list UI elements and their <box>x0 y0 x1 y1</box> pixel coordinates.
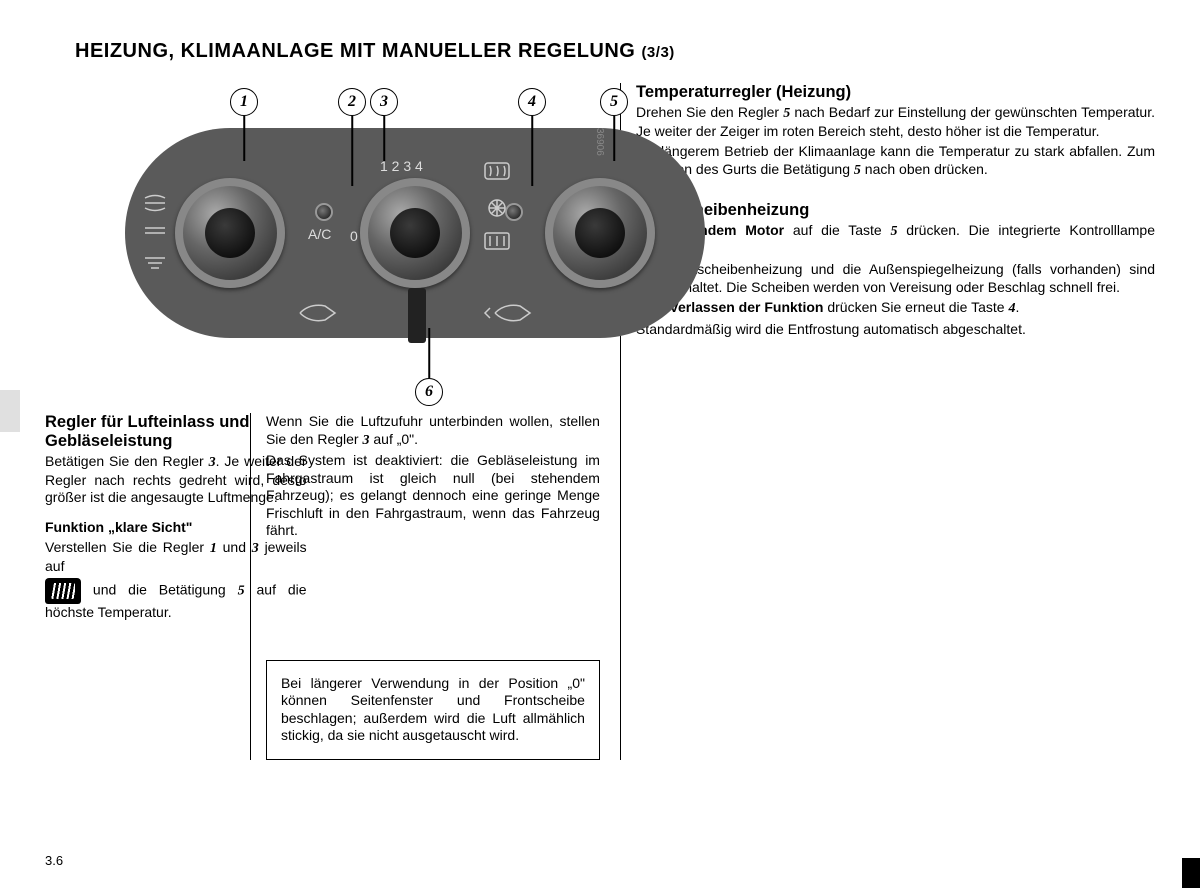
callout-2: 2 <box>338 88 366 116</box>
warning-note-box: Bei längerer Verwendung in der Position … <box>266 660 600 760</box>
defrost-icons <box>480 158 520 228</box>
corner-tab <box>1182 858 1200 888</box>
right-para-4: Die Heckscheibenheizung und die Außenspi… <box>636 261 1155 296</box>
right-column: Temperaturregler (Heizung) Drehen Sie de… <box>620 83 1155 760</box>
right-para-2: Bei längerem Betrieb der Klimaanlage kan… <box>636 143 1155 179</box>
mid-para-2: Das System ist deaktiviert: die Gebläsel… <box>266 452 600 540</box>
mid-para-1: Wenn Sie die Luftzufuhr unterbinden woll… <box>266 413 600 449</box>
air-distribution-knob <box>175 178 285 288</box>
right-para-5: Zum Verlassen der Funktion drücken Sie e… <box>636 299 1155 318</box>
image-code: 36906 <box>594 128 605 156</box>
note-text: Bei längerer Verwendung in der Position … <box>281 675 585 745</box>
right-para-1: Drehen Sie den Regler 5 nach Bedarf zur … <box>636 104 1155 140</box>
fan-speed-knob <box>360 178 470 288</box>
page-number: 3.6 <box>45 853 63 868</box>
right-para-6: Standardmäßig wird die Entfrostung autom… <box>636 321 1155 339</box>
content-columns: A/C 0 1 2 3 4 36906 1 2 3 4 5 6 Regler f… <box>45 83 1155 760</box>
zero-label: 0 <box>350 228 358 244</box>
title-main: HEIZUNG, KLIMAANLAGE MIT MANUELLER REGEL… <box>75 40 641 62</box>
ac-led <box>315 203 333 221</box>
rear-defrost-icon <box>480 228 520 258</box>
callout-3: 3 <box>370 88 398 116</box>
right-heading-2: Heckscheibenheizung <box>636 201 1155 220</box>
vent-icons-left <box>140 188 180 278</box>
control-panel-diagram: A/C 0 1 2 3 4 36906 1 2 3 4 5 6 <box>45 83 590 403</box>
temperature-knob <box>545 178 655 288</box>
right-para-3: Bei laufendem Motor auf die Taste 5 drüc… <box>636 222 1155 258</box>
defrost-icon <box>45 578 81 604</box>
dashboard-panel: A/C 0 1 2 3 4 <box>125 128 705 338</box>
title-counter: (3/3) <box>641 44 674 61</box>
callout-5: 5 <box>600 88 628 116</box>
side-tab <box>0 390 20 432</box>
ac-label: A/C <box>308 226 331 242</box>
page-title: HEIZUNG, KLIMAANLAGE MIT MANUELLER REGEL… <box>75 40 1155 63</box>
callout-4: 4 <box>518 88 546 116</box>
callout-1: 1 <box>230 88 258 116</box>
callout-6: 6 <box>415 378 443 406</box>
right-heading-1: Temperaturregler (Heizung) <box>636 83 1155 102</box>
middle-column: Wenn Sie die Luftzufuhr unterbinden woll… <box>250 413 600 760</box>
recirc-icons <box>295 298 535 333</box>
